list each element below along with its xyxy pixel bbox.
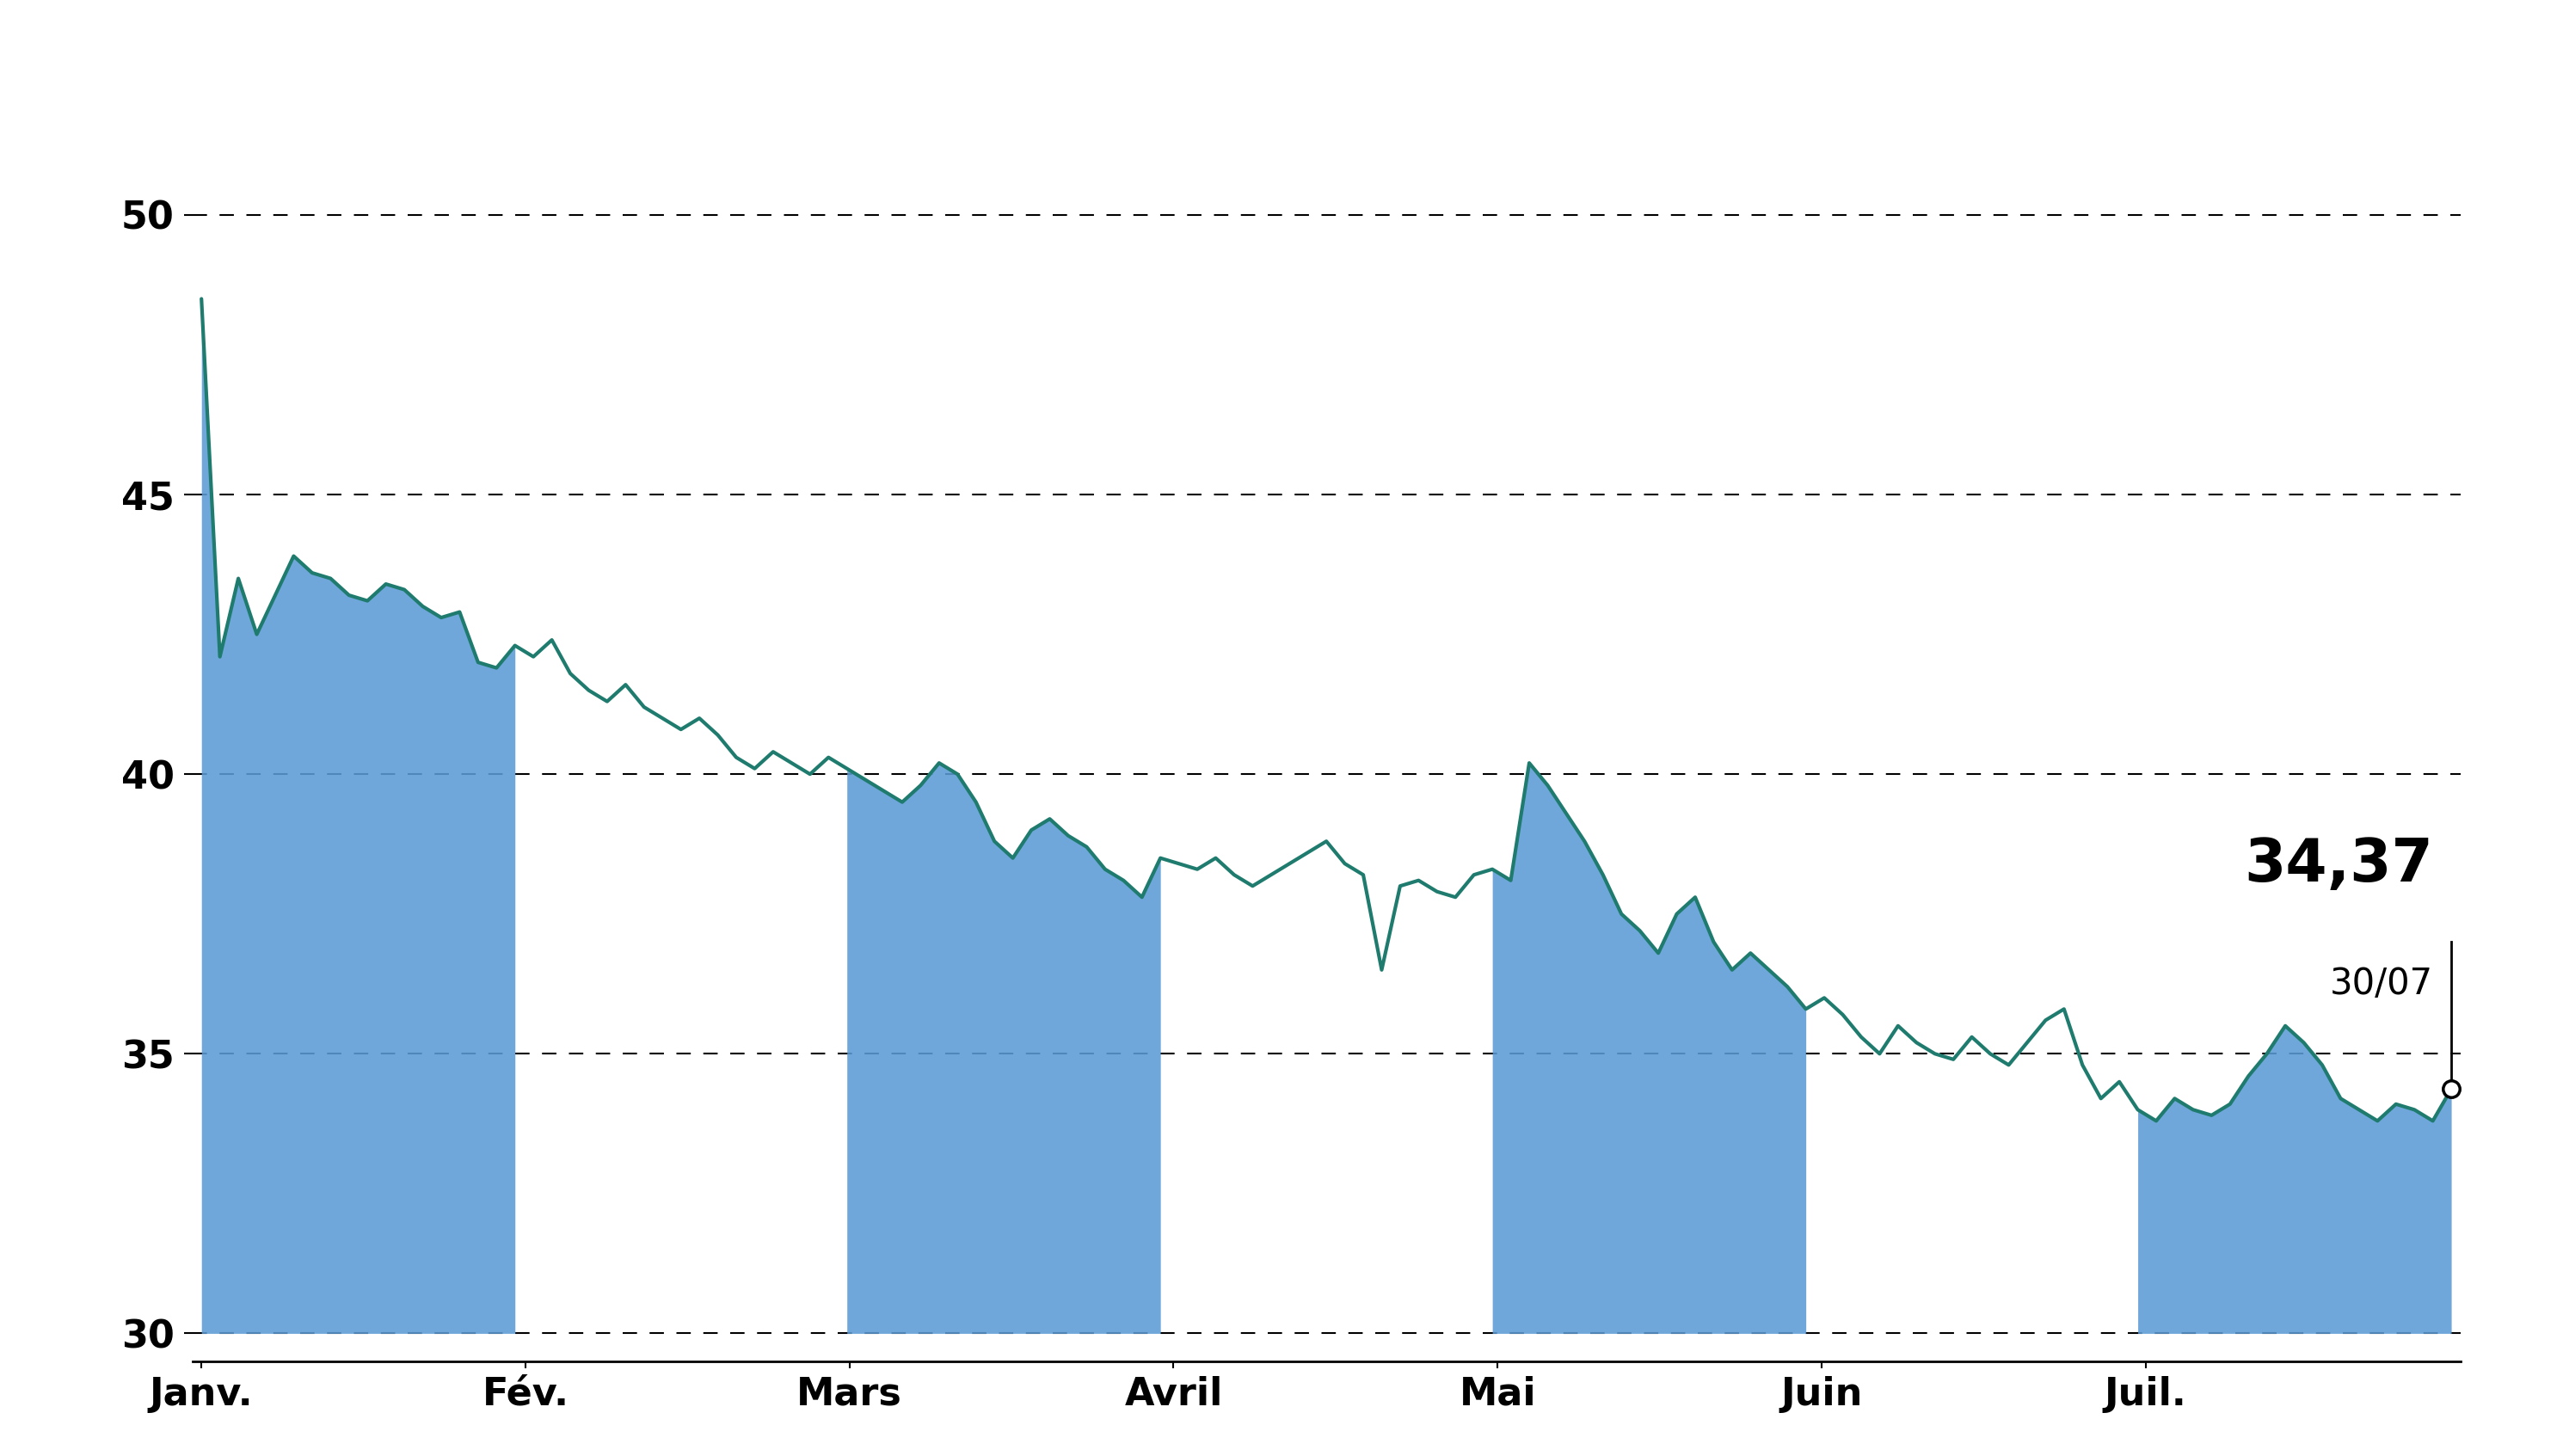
Text: 34,37: 34,37 — [2243, 836, 2432, 894]
Text: DASSAULT SYSTEMES: DASSAULT SYSTEMES — [710, 10, 1853, 103]
Text: 30/07: 30/07 — [2330, 965, 2432, 1002]
